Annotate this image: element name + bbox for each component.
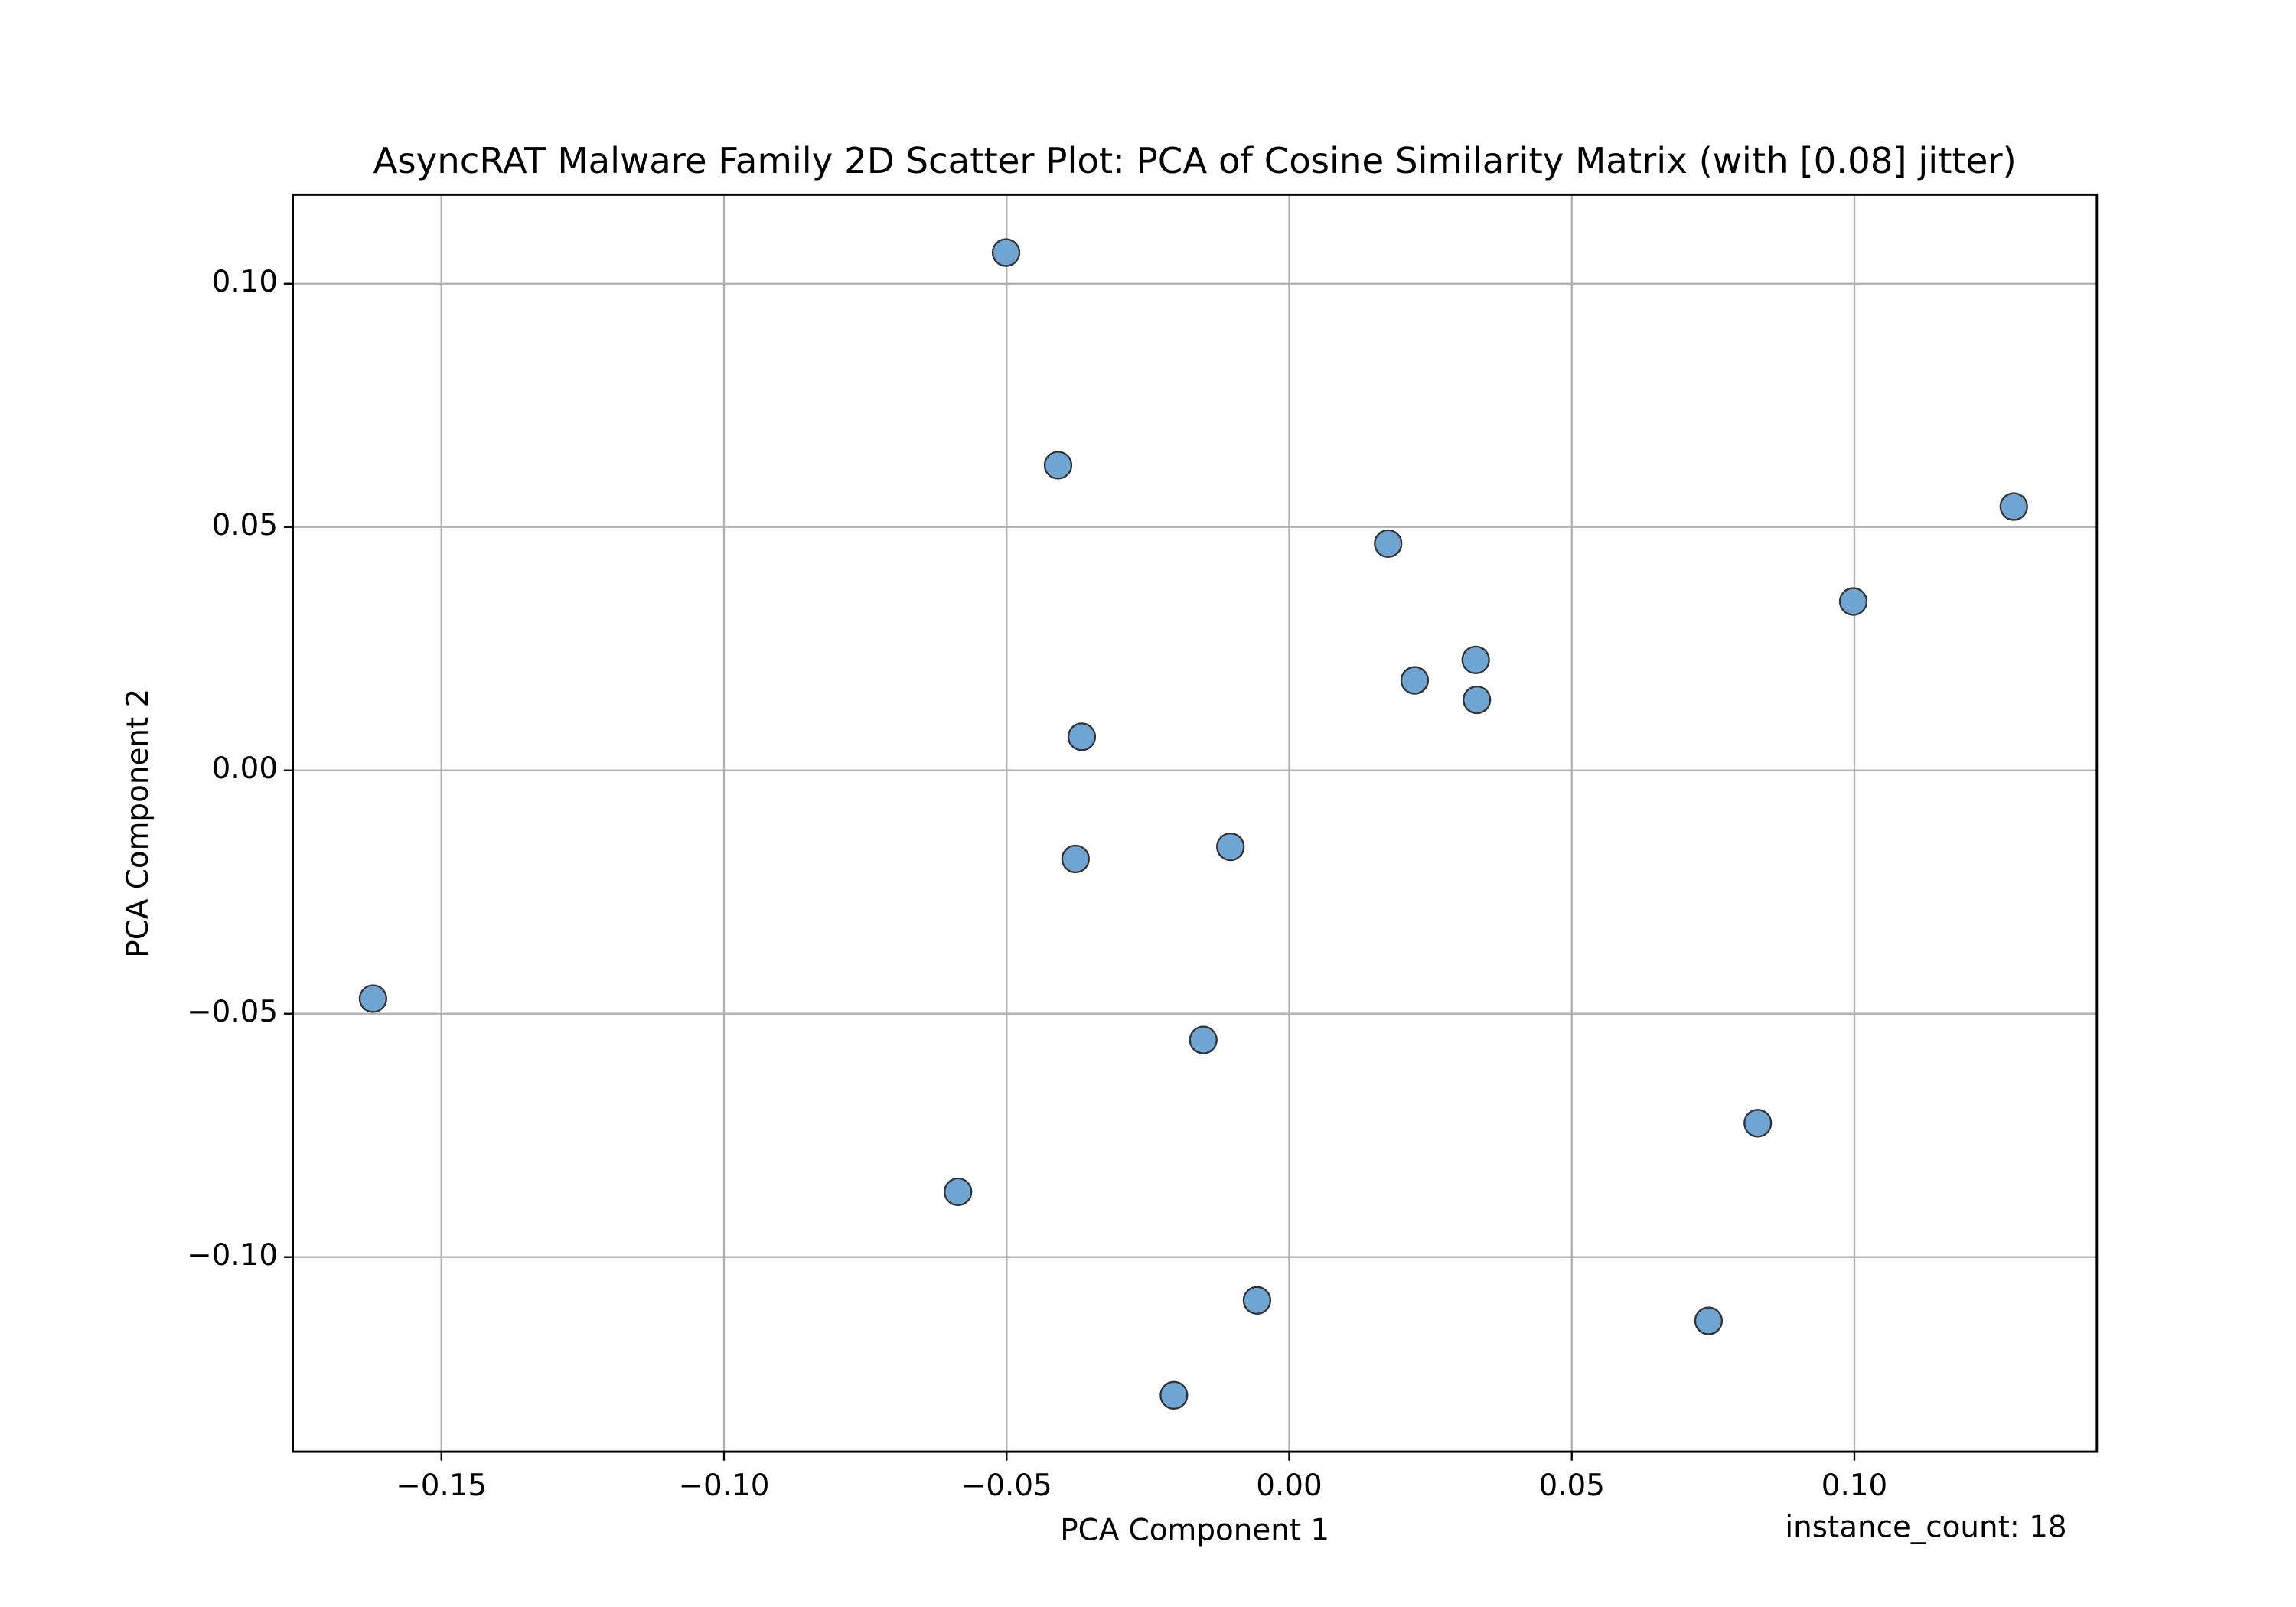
x-axis-label: PCA Component 1 — [1060, 1513, 1329, 1547]
data-point — [358, 984, 388, 1013]
data-point — [1242, 1286, 1272, 1315]
y-tick-label: −0.10 — [187, 1238, 278, 1273]
data-point — [1043, 451, 1073, 480]
x-tick-label: 0.00 — [1256, 1468, 1322, 1503]
data-point — [1999, 492, 2028, 521]
data-point — [1400, 666, 1430, 695]
data-point — [1461, 645, 1490, 674]
data-point — [1694, 1306, 1724, 1335]
y-tick-label: 0.05 — [212, 508, 278, 543]
data-point — [1216, 832, 1245, 862]
x-tick-label: −0.05 — [961, 1468, 1052, 1503]
data-point — [1061, 844, 1090, 874]
y-tick-label: 0.00 — [212, 751, 278, 786]
chart-title: AsyncRAT Malware Family 2D Scatter Plot:… — [373, 140, 2017, 181]
data-point — [1159, 1380, 1189, 1410]
data-point — [1067, 722, 1097, 751]
x-tick-label: 0.10 — [1821, 1468, 1887, 1503]
data-point — [1189, 1025, 1218, 1054]
data-point — [1374, 529, 1403, 559]
x-tick-label: 0.05 — [1539, 1468, 1605, 1503]
data-point — [944, 1177, 973, 1207]
x-tick-label: −0.10 — [678, 1468, 769, 1503]
annotation: instance_count: 18 — [1785, 1511, 2066, 1545]
data-point — [1838, 587, 1868, 616]
y-tick-label: 0.10 — [212, 265, 278, 299]
data-point — [1743, 1109, 1773, 1138]
data-point — [1463, 685, 1492, 715]
y-tick-label: −0.05 — [187, 995, 278, 1029]
y-axis-label: PCA Component 2 — [121, 689, 155, 958]
x-tick-label: −0.15 — [396, 1468, 487, 1503]
plot-frame — [292, 193, 2099, 1453]
data-point — [991, 238, 1021, 267]
